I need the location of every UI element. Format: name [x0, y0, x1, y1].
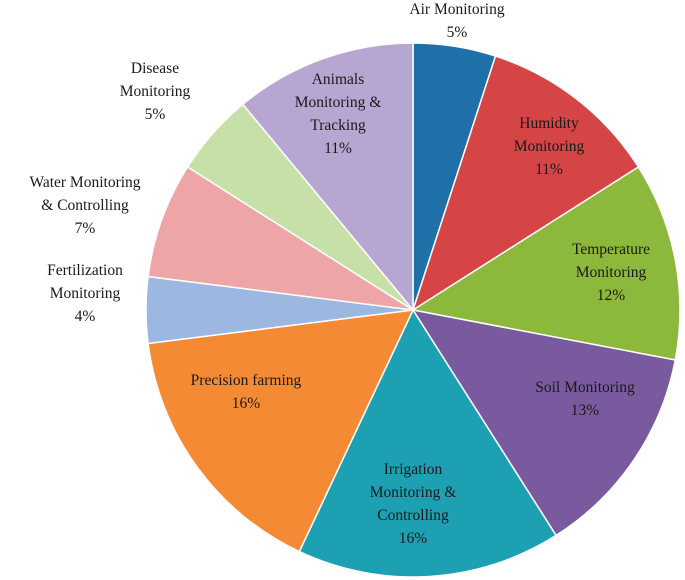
pie-slice: [147, 309, 415, 553]
pie-labels: Air Monitoring 5% Humidity Monitoring 11% Tem…: [29, 1, 650, 547]
pie-slice: [411, 308, 677, 537]
slice-label-line: Monitoring: [50, 285, 121, 302]
slice-label-line: Monitoring: [576, 264, 647, 281]
slice-label: Soil Monitoring 13%: [535, 379, 635, 419]
slice-label-line: & Controlling: [41, 197, 129, 214]
slice-label-line: Controlling: [377, 507, 449, 524]
slice-label: Irrigation Monitoring & Controlling 16%: [370, 461, 457, 547]
slice-label-line: Precision farming: [191, 372, 302, 389]
slice-label-line: 11%: [324, 140, 352, 157]
pie-slice: [241, 42, 414, 313]
slice-label-line: Monitoring: [514, 138, 585, 155]
slice-label-line: 12%: [597, 287, 626, 304]
slice-label-line: Temperature: [572, 241, 650, 258]
slice-label: Disease Monitoring 5%: [120, 60, 191, 123]
slice-label-line: 16%: [399, 530, 428, 547]
slice-label: Humidity Monitoring 11%: [514, 115, 585, 178]
slice-label-line: 7%: [75, 220, 96, 237]
slice-label-line: Animals: [312, 71, 365, 88]
slice-label-line: Soil Monitoring: [535, 379, 635, 396]
slice-label-line: Monitoring &: [370, 484, 457, 501]
slice-label-line: 16%: [232, 395, 261, 412]
slice-label: Air Monitoring 5%: [409, 1, 504, 41]
slice-label-line: Tracking: [310, 117, 366, 134]
slice-label-line: 13%: [571, 402, 600, 419]
pie-slice: [411, 55, 640, 312]
slice-label-line: Disease: [131, 60, 179, 77]
slice-label: Precision farming 16%: [191, 372, 302, 412]
pie-slice: [298, 308, 558, 578]
slice-label-line: Humidity: [519, 115, 579, 132]
slice-label-line: Monitoring: [120, 83, 191, 100]
slice-label-line: 11%: [535, 161, 563, 178]
slice-label: Temperature Monitoring 12%: [572, 241, 650, 304]
pie-slice: [147, 165, 414, 311]
pie-slices: [145, 42, 681, 578]
slice-label-line: Fertilization: [47, 262, 123, 279]
slice-label: Animals Monitoring & Tracking 11%: [295, 71, 382, 157]
slice-label-line: 4%: [75, 308, 96, 325]
slice-label: Water Monitoring & Controlling 7%: [29, 174, 140, 237]
slice-label-line: Water Monitoring: [29, 174, 140, 191]
slice-label-line: 5%: [145, 106, 166, 123]
slice-label: Fertilization Monitoring 4%: [47, 262, 123, 325]
slice-label-line: Monitoring &: [295, 94, 382, 111]
pie-slice: [410, 165, 681, 361]
slice-label-line: 5%: [447, 24, 468, 41]
slice-label-line: Irrigation: [384, 461, 443, 478]
slice-label-line: Air Monitoring: [409, 1, 504, 18]
